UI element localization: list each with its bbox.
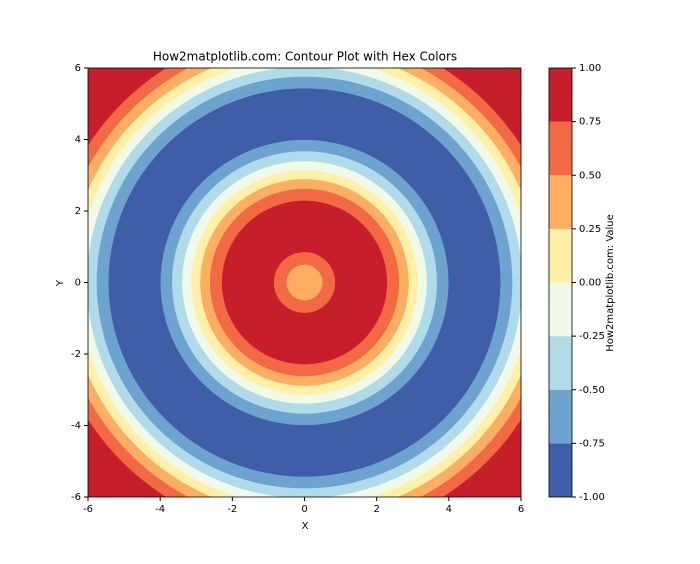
x-tick-label: 0: [301, 504, 307, 515]
y-tick-label: 4: [75, 135, 81, 146]
colorbar-tick-label: 0.50: [579, 170, 601, 181]
y-tick-label: 2: [75, 206, 81, 217]
plot-area: [88, 68, 521, 497]
y-axis-label: Y: [55, 279, 66, 287]
x-tick-label: -6: [83, 504, 93, 515]
colorbar-tick-label: 1.00: [579, 63, 601, 74]
colorbar-tick-label: 0.25: [579, 224, 601, 235]
colorbar-band: [549, 121, 572, 176]
colorbar-tick-label: 0.75: [579, 117, 601, 128]
colorbar-tick-label: -0.25: [579, 331, 605, 342]
y-tick-label: -4: [71, 421, 81, 432]
y-tick-label: -2: [71, 349, 81, 360]
x-tick-label: 6: [518, 504, 524, 515]
colorbar-band: [549, 228, 572, 283]
y-tick-label: -6: [71, 492, 81, 503]
y-tick-label: 0: [75, 278, 81, 289]
colorbar-band: [549, 175, 572, 229]
colorbar-tick-label: 0.00: [579, 278, 601, 289]
x-tick-label: 4: [446, 504, 452, 515]
colorbar-tick-label: -0.75: [579, 438, 605, 449]
x-tick-label: -4: [155, 504, 165, 515]
x-tick-label: -2: [227, 504, 237, 515]
chart-title: How2matplotlib.com: Contour Plot with He…: [153, 50, 457, 64]
y-tick-label: 6: [75, 63, 81, 74]
colorbar-label: How2matplotlib.com: Value: [605, 214, 616, 352]
colorbar-band: [549, 282, 572, 337]
contour-band: [286, 264, 323, 301]
colorbar-tick-label: -0.50: [579, 385, 605, 396]
colorbar-band: [549, 68, 572, 122]
colorbar-tick-label: -1.00: [579, 492, 605, 503]
x-tick-label: 2: [373, 504, 379, 515]
colorbar-band: [549, 389, 572, 444]
colorbar-band: [549, 443, 572, 497]
x-axis-label: X: [302, 521, 309, 532]
colorbar-band: [549, 336, 572, 390]
